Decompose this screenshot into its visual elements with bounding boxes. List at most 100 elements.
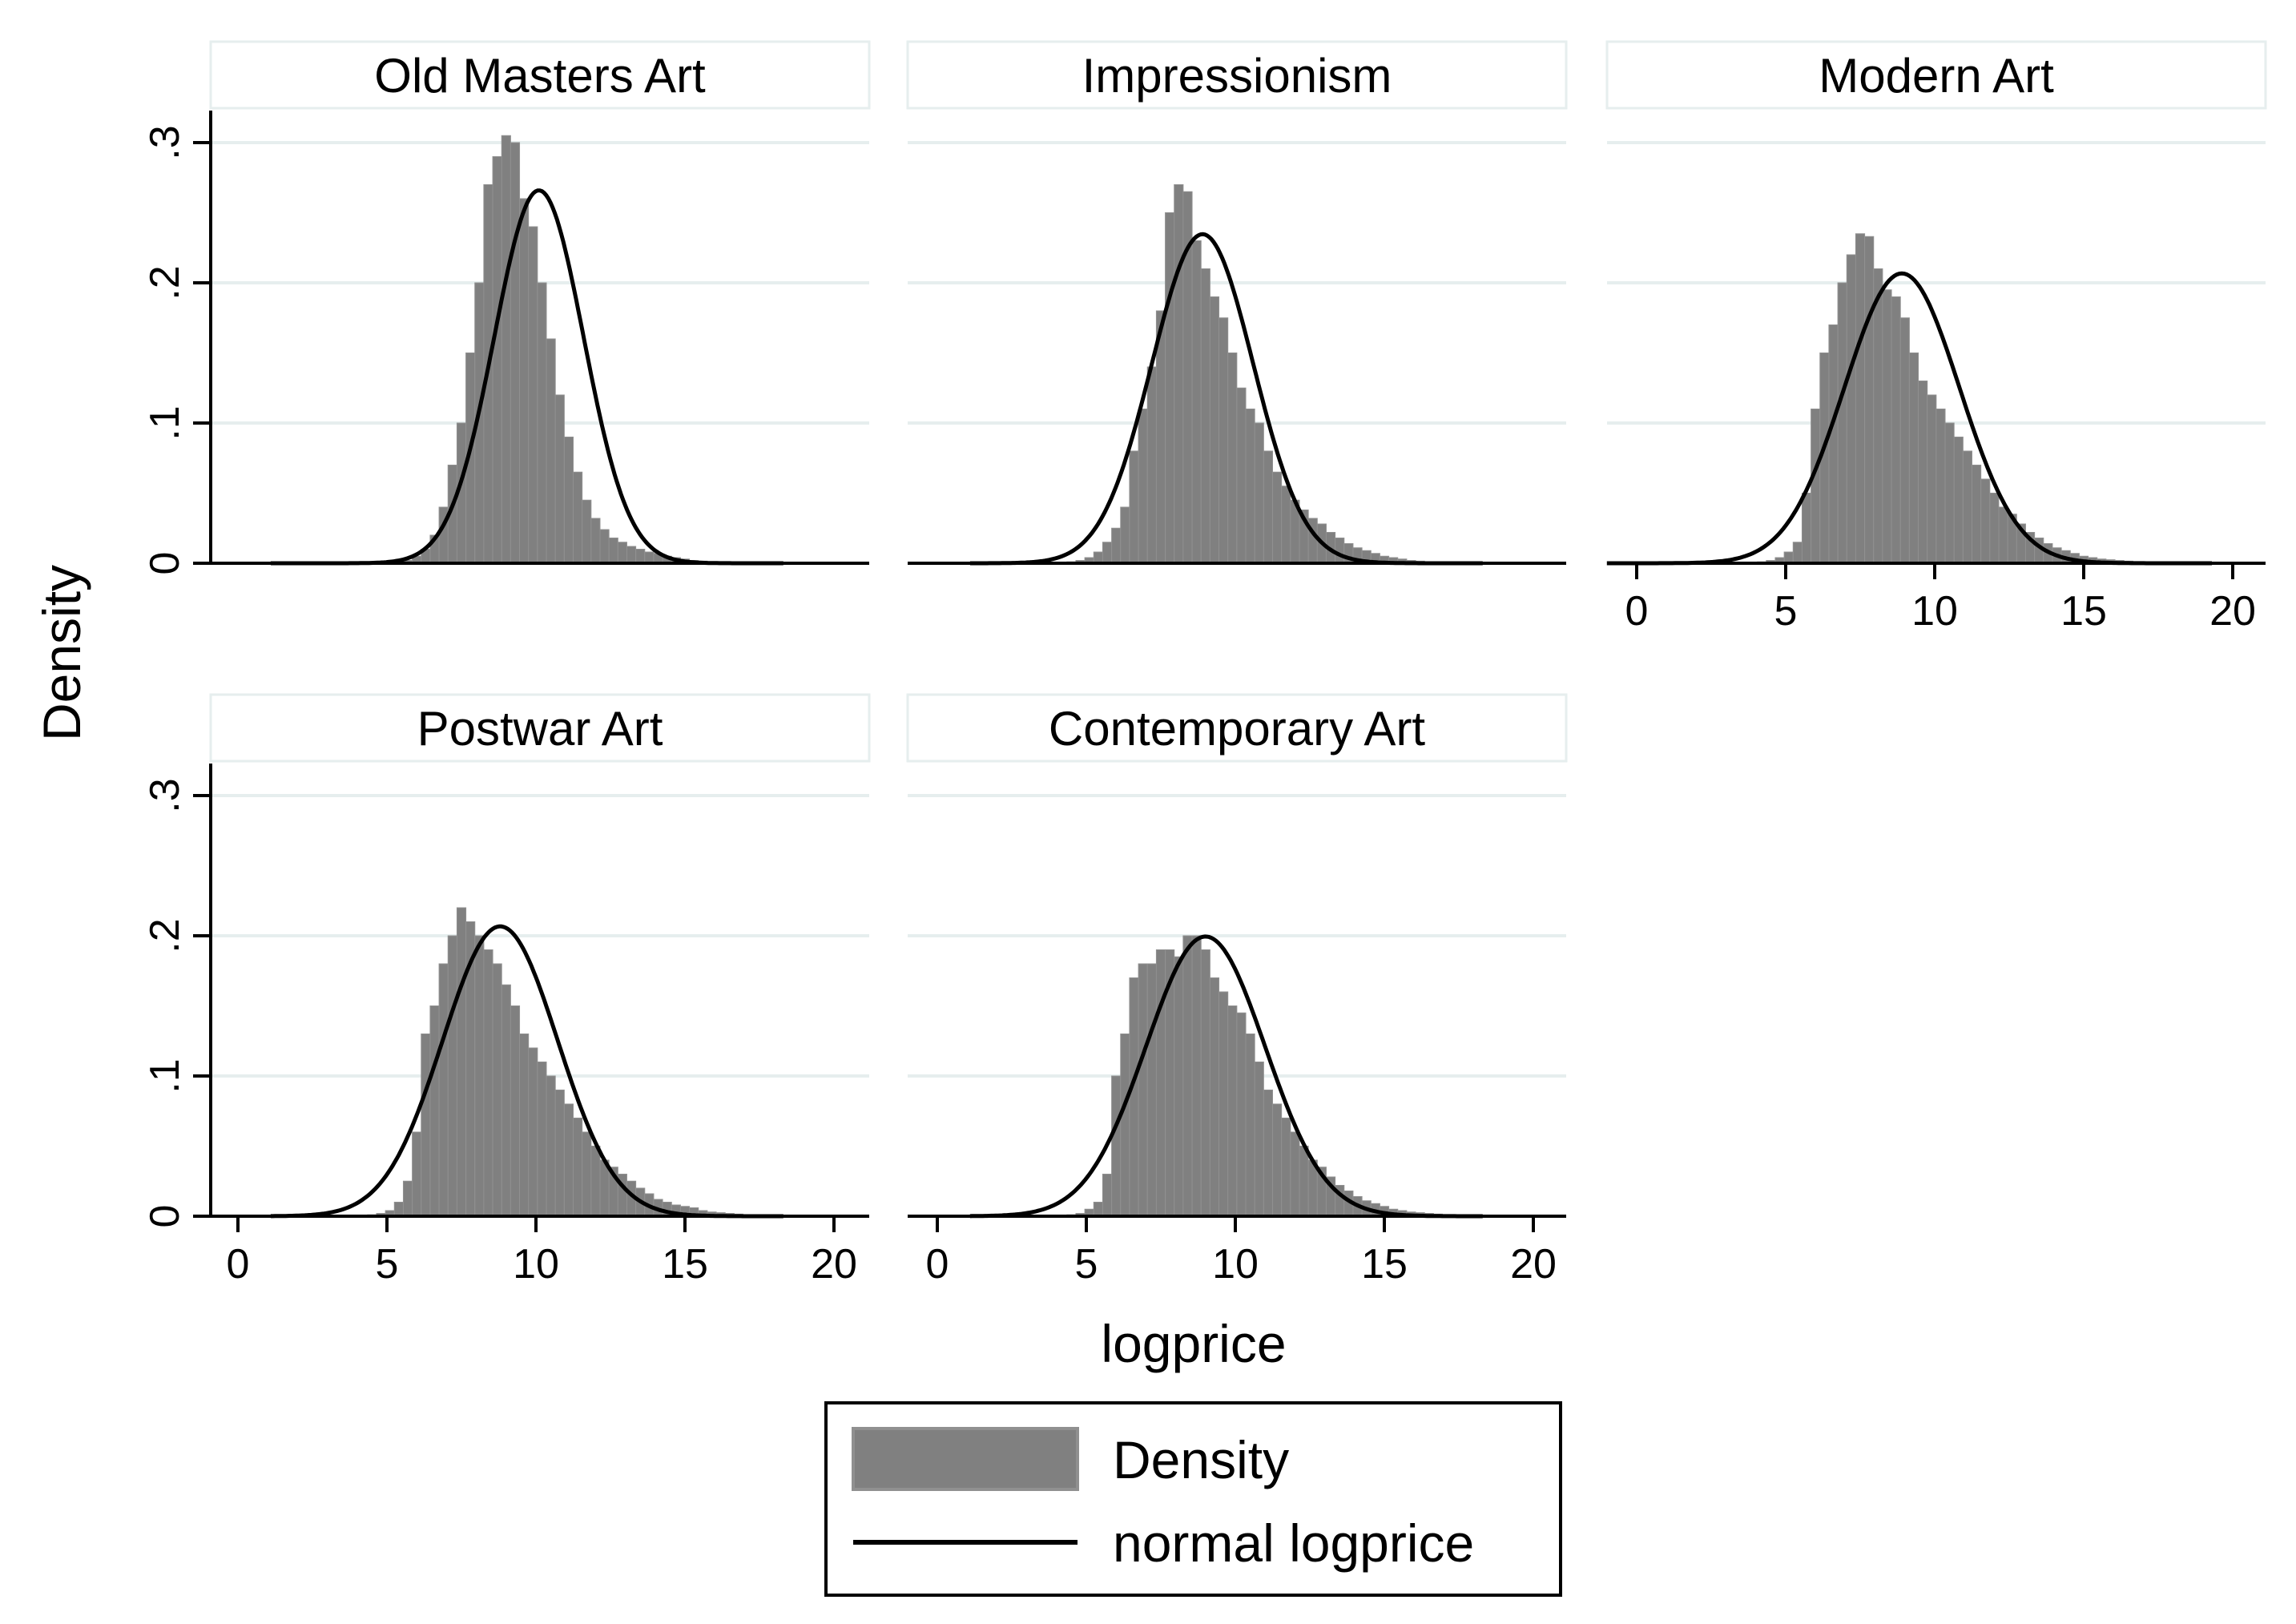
histogram-bar — [1891, 296, 1901, 564]
histogram-bar — [1972, 465, 1982, 564]
histogram-bar — [1792, 542, 1803, 564]
histogram-bar — [1335, 538, 1345, 564]
histogram-bar — [483, 949, 493, 1217]
panel-title-box — [209, 40, 871, 110]
histogram-bar — [1146, 963, 1157, 1217]
legend-label-density: Density — [1113, 1430, 1289, 1489]
histogram-bar — [1263, 1090, 1273, 1217]
histogram-bar — [1927, 394, 1937, 564]
histogram-bar — [1281, 486, 1291, 564]
panel: Modern Art 0 5 10 15 20 — [1605, 40, 2267, 635]
histogram-bar — [644, 551, 655, 564]
histogram-bar — [456, 907, 467, 1217]
histogram-bar — [1864, 236, 1875, 564]
histogram-bar — [1165, 212, 1175, 564]
histogram-bar — [554, 394, 565, 564]
histogram-bar — [1801, 493, 1812, 564]
x-axis-title: logprice — [1101, 1314, 1286, 1373]
histogram-bar — [510, 1005, 521, 1217]
histogram-bar — [626, 546, 637, 564]
panel-title: Modern Art — [1819, 49, 2054, 103]
histogram-bar — [429, 1005, 440, 1217]
y-axis-title: Density — [32, 565, 91, 741]
histogram-bar — [1093, 1202, 1103, 1217]
histogram-bar — [1944, 422, 1955, 564]
histogram-bar — [1227, 353, 1238, 564]
histogram-bar — [1236, 387, 1247, 564]
panel-title: Postwar Art — [417, 702, 663, 756]
histogram-bar — [573, 471, 583, 564]
histogram-bar — [1146, 366, 1157, 564]
histogram-bar — [1299, 1146, 1309, 1217]
histogram-bar — [1209, 977, 1220, 1217]
histogram-bar — [1263, 450, 1273, 564]
panel-title: Old Masters Art — [374, 49, 706, 103]
legend-density-swatch — [852, 1427, 1079, 1491]
histogram-bar — [528, 1047, 538, 1217]
histogram-bar — [1882, 289, 1892, 564]
histogram-bar — [1272, 1103, 1283, 1217]
histogram-bar — [1828, 324, 1839, 564]
histogram-bar — [1227, 1005, 1238, 1217]
histogram-bar — [1846, 254, 1856, 564]
y-tick-label: .2 — [142, 265, 188, 300]
histogram-bar — [447, 935, 457, 1217]
histogram-bar — [1953, 437, 1964, 564]
histogram-bar — [1200, 949, 1210, 1217]
histogram-bar — [1191, 240, 1202, 564]
histogram-bar — [1129, 977, 1139, 1217]
histogram-bar — [1980, 478, 1991, 564]
panel-title-box — [906, 693, 1568, 763]
histogram-bar — [608, 538, 618, 564]
histogram-bar — [1962, 450, 1973, 564]
y-tick-label: .3 — [142, 778, 188, 812]
histogram-bar — [1998, 506, 2008, 564]
x-tick-label: 20 — [1510, 1241, 1557, 1288]
histogram-bar — [1855, 233, 1866, 564]
histogram-bar — [1281, 1118, 1291, 1217]
histogram-bar — [546, 1075, 556, 1217]
histogram-bar — [1254, 1062, 1264, 1217]
y-tick-label: 0 — [142, 1205, 188, 1228]
histogram-bar — [599, 529, 610, 564]
panel: Old Masters Art 0 .1 .2 .3 — [142, 40, 871, 575]
x-tick-label: 5 — [1075, 1241, 1098, 1288]
panel-title: Contemporary Art — [1049, 702, 1426, 756]
x-tick-label: 15 — [2060, 588, 2107, 635]
histogram-bar — [537, 1062, 547, 1217]
x-tick-label: 15 — [662, 1241, 708, 1288]
histogram-bar — [501, 984, 511, 1217]
histogram-bar — [1174, 956, 1184, 1217]
histogram-bar — [1155, 949, 1166, 1217]
histogram-bar — [1120, 1034, 1130, 1217]
panels-group: Old Masters Art 0 .1 .2 .3 Impressionism Moder… — [142, 40, 2267, 1288]
histogram-bar — [1129, 450, 1139, 564]
y-tick-label: 0 — [142, 552, 188, 575]
histogram-bar — [1138, 409, 1148, 564]
x-tick-label: 10 — [513, 1241, 559, 1288]
x-tick-label: 0 — [227, 1241, 250, 1288]
histogram-bar — [501, 135, 511, 564]
histogram-bar — [1254, 422, 1264, 564]
y-tick-label: .1 — [142, 405, 188, 440]
y-tick-label: .3 — [142, 125, 188, 159]
histogram-bar — [590, 1146, 601, 1217]
histogram-bar — [1174, 184, 1184, 564]
legend-label-normal: normal logprice — [1113, 1513, 1474, 1573]
histogram-bar — [582, 499, 592, 564]
histogram-bar — [546, 338, 556, 564]
histogram-bar — [1236, 1012, 1247, 1217]
histogram-bar — [1102, 542, 1113, 564]
x-tick-label: 10 — [1212, 1241, 1259, 1288]
histogram-bar — [510, 142, 521, 564]
histogram-bar — [1290, 1131, 1300, 1217]
histogram-bar — [528, 226, 538, 564]
panel: Impressionism — [906, 40, 1568, 566]
histogram-bar — [1120, 506, 1130, 564]
histogram-bar — [1272, 471, 1283, 564]
histogram-bar — [1989, 493, 2000, 564]
histogram-bar — [1245, 1034, 1255, 1217]
histogram-bar — [563, 437, 574, 564]
histogram-bar — [1191, 935, 1202, 1217]
x-tick-label: 5 — [376, 1241, 399, 1288]
